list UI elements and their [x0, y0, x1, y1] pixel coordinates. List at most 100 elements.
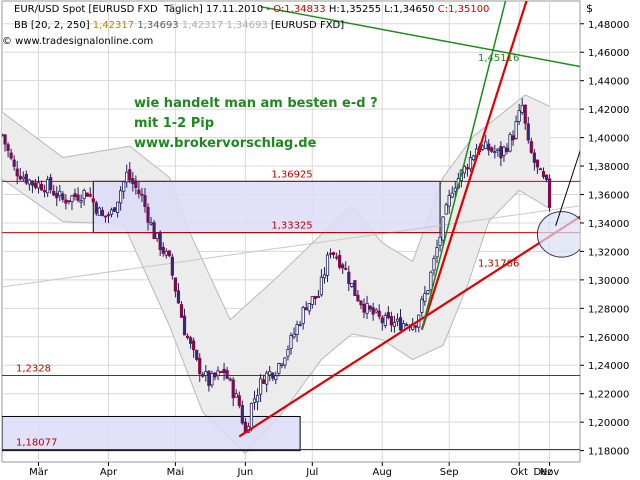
candle-body — [179, 304, 184, 318]
candle-body — [21, 176, 25, 180]
level-label: 1,36925 — [271, 169, 312, 180]
candle-body — [377, 310, 381, 317]
candle-body — [414, 325, 418, 328]
candle-body — [389, 316, 393, 326]
candle-body — [359, 300, 363, 306]
candle-body — [192, 340, 196, 351]
candle-body — [27, 179, 31, 185]
candle-body — [213, 372, 217, 378]
candle-body — [420, 298, 424, 313]
bollinger-upper-line — [2, 94, 550, 321]
candle-body — [36, 182, 41, 189]
candle-body — [185, 335, 190, 339]
candle-body — [319, 276, 324, 296]
header-instrument-segment: C:1,35100 — [437, 4, 490, 15]
annotation-pips: mit 1-2 Pip — [134, 116, 215, 131]
candle-body — [529, 141, 533, 153]
candle-body — [426, 290, 430, 295]
candle-body — [295, 324, 299, 335]
candle-body — [91, 198, 95, 203]
header-line-bollinger: BB [20, 2, 250] 1,42317 1,34693 1,42317 … — [2, 20, 489, 32]
candle-body — [3, 134, 7, 145]
candle-body — [328, 252, 333, 255]
candle-body — [511, 135, 515, 141]
level-label: 1,2328 — [16, 363, 51, 374]
candle-body — [109, 209, 114, 215]
candle-body — [271, 372, 275, 379]
candle-body — [268, 371, 272, 376]
candle-body — [189, 337, 193, 344]
candle-body — [438, 236, 442, 246]
candle-body — [280, 363, 284, 366]
candle-body — [116, 201, 120, 213]
candle-body — [61, 193, 65, 200]
candle-body — [505, 147, 509, 152]
candle-body — [316, 296, 320, 298]
y-tick-label: 1,44000 — [588, 77, 629, 88]
candle-body — [383, 314, 387, 326]
candle-body — [122, 181, 126, 192]
y-tick-label: 1,42000 — [588, 105, 629, 116]
candle-body — [24, 173, 28, 184]
candle-body — [289, 335, 293, 349]
candle-body — [371, 307, 375, 315]
x-tick-label: Sep — [440, 467, 459, 478]
candle-body — [112, 207, 117, 212]
candle-body — [46, 179, 50, 194]
x-tick-label: Mär — [29, 467, 49, 478]
candle-body — [255, 395, 260, 403]
candle-body — [128, 169, 132, 181]
projection-arrow — [555, 149, 580, 226]
candle-body — [79, 200, 83, 203]
candle-body — [283, 357, 287, 366]
header-line-copyright: © www.tradesignalonline.com — [2, 36, 154, 47]
level-label: 1,31786 — [478, 258, 519, 269]
candle-body — [234, 393, 238, 398]
candle-body — [265, 372, 269, 385]
candle-body — [125, 171, 129, 183]
y-tick-label: 1,26000 — [588, 333, 629, 344]
y-tick-label: 1,46000 — [588, 48, 629, 59]
candle-body — [292, 333, 296, 338]
level-label: 1,33325 — [271, 221, 312, 232]
candle-body — [493, 151, 497, 154]
candle-body — [338, 254, 342, 268]
candle-body — [532, 152, 536, 163]
candle-body — [429, 271, 433, 291]
candle-body — [9, 152, 13, 159]
candle-body — [441, 216, 445, 241]
candle-body — [94, 202, 98, 214]
candle-body — [481, 145, 485, 151]
candle-body — [368, 305, 372, 310]
y-tick-label: 1,34000 — [588, 219, 629, 230]
x-tick-label: Okt — [510, 467, 528, 478]
candle-body — [58, 190, 62, 197]
candle-body — [106, 214, 111, 217]
candle-body — [228, 378, 232, 381]
x-tick-label: Mai — [167, 467, 185, 478]
candle-body — [353, 280, 357, 297]
candle-body — [152, 222, 156, 240]
candle-body — [249, 402, 254, 430]
x-tick-label: Dez — [533, 467, 552, 478]
candle-body — [262, 379, 266, 384]
arrow-head — [585, 123, 590, 130]
candle-body — [392, 322, 397, 327]
candle-body — [520, 104, 524, 113]
y-tick-label: 1,18000 — [588, 447, 629, 458]
candle-body — [198, 357, 202, 375]
candle-body — [207, 370, 211, 386]
candle-body — [541, 171, 546, 178]
candle-body — [176, 290, 181, 304]
header-instrument-segment: H:1,35255 L:1,34650 — [325, 4, 438, 15]
candle-body — [468, 157, 473, 170]
candle-body — [517, 110, 521, 122]
candle-body — [490, 147, 494, 152]
candle-body — [356, 294, 360, 302]
candle-body — [15, 168, 19, 177]
candle-body — [18, 175, 22, 180]
candle-body — [155, 232, 159, 239]
candle-body — [173, 277, 177, 292]
y-tick-label: 1,22000 — [588, 390, 629, 401]
candle-body — [374, 309, 378, 313]
